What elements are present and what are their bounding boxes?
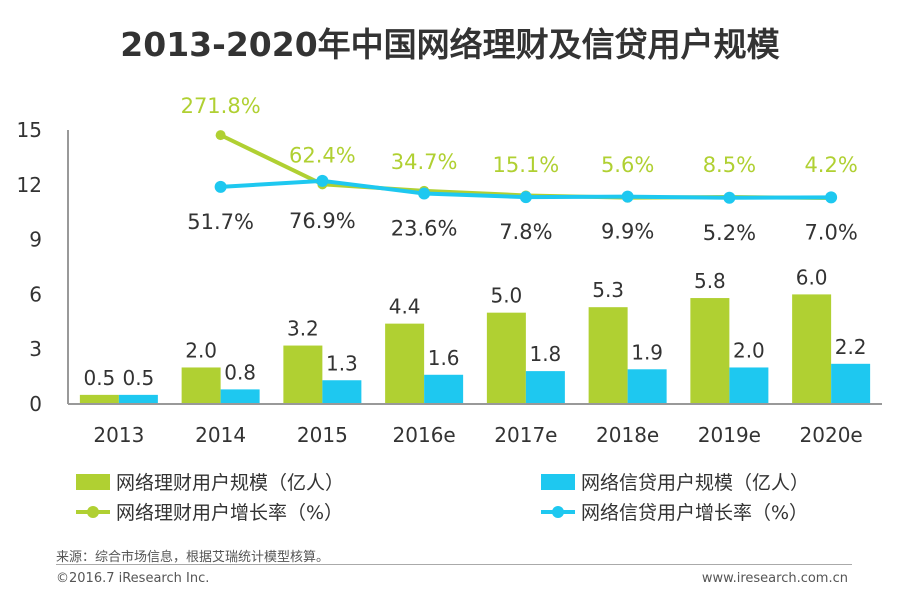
data-label-credit-growth: 51.7%	[187, 210, 254, 234]
bar-credit-users	[627, 369, 667, 404]
bar-finance-users	[486, 312, 526, 404]
data-label-credit-users: 1.3	[326, 351, 358, 375]
y-tick-label: 6	[29, 282, 42, 306]
data-label-credit-users: 1.6	[428, 346, 460, 370]
bar-credit-users	[118, 394, 158, 404]
data-label-finance-users: 5.8	[694, 269, 726, 293]
legend-swatch-green-bar	[76, 473, 110, 490]
point-credit-growth	[825, 191, 838, 204]
data-label-credit-users: 1.8	[529, 342, 561, 366]
point-credit-growth	[418, 187, 431, 200]
bar-finance-users	[181, 367, 221, 404]
data-label-finance-growth: 4.2%	[804, 153, 857, 177]
y-tick-label: 12	[17, 173, 42, 197]
bar-finance-users	[690, 298, 730, 404]
data-label-finance-users: 0.5	[83, 366, 115, 390]
bar-credit-users	[424, 374, 464, 404]
point-credit-growth	[519, 191, 532, 204]
bar-credit-users	[831, 363, 871, 404]
legend-item-finance-growth: 网络理财用户增长率（%）	[76, 498, 343, 525]
footer-divider	[56, 564, 852, 565]
point-credit-growth	[723, 191, 736, 204]
data-label-credit-users: 0.8	[224, 360, 256, 384]
data-label-credit-growth: 9.9%	[601, 220, 654, 244]
data-label-credit-users: 0.5	[122, 366, 154, 390]
data-label-finance-growth: 34.7%	[391, 150, 458, 174]
data-label-credit-users: 2.0	[733, 338, 765, 362]
x-tick-label: 2013	[93, 423, 144, 447]
point-credit-growth	[621, 190, 634, 203]
y-tick-label: 0	[29, 392, 42, 416]
data-label-finance-growth: 15.1%	[493, 153, 560, 177]
y-tick-label: 9	[29, 228, 42, 252]
data-label-finance-growth: 5.6%	[601, 153, 654, 177]
bar-credit-users	[525, 371, 565, 404]
legend-label: 网络信贷用户规模（亿人）	[581, 472, 810, 494]
x-tick-label: 2018e	[596, 423, 659, 447]
bar-finance-users	[79, 394, 119, 404]
copyright: ©2016.7 iResearch Inc.	[56, 571, 210, 586]
data-label-finance-growth: 8.5%	[703, 153, 756, 177]
legend-swatch-blue-bar	[541, 473, 575, 490]
legend-swatch-green-line	[76, 504, 110, 520]
data-label-finance-users: 2.0	[185, 338, 217, 362]
data-label-credit-users: 1.9	[631, 340, 663, 364]
data-label-credit-growth: 23.6%	[391, 216, 458, 240]
y-tick-label: 15	[17, 118, 42, 142]
data-label-credit-users: 2.2	[835, 335, 867, 359]
data-label-credit-growth: 76.9%	[289, 209, 356, 233]
legend-swatch-blue-line	[541, 504, 575, 520]
data-label-finance-users: 3.2	[287, 317, 319, 341]
legend-item-finance-users: 网络理财用户规模（亿人）	[76, 468, 344, 495]
data-label-finance-growth: 62.4%	[289, 143, 356, 167]
bar-credit-users	[322, 380, 362, 404]
x-tick-label: 2015	[297, 423, 348, 447]
bar-finance-users	[792, 294, 832, 404]
legend-label: 网络信贷用户增长率（%）	[581, 502, 809, 524]
data-label-credit-growth: 5.2%	[703, 221, 756, 245]
data-label-finance-users: 5.0	[490, 284, 522, 308]
x-tick-label: 2020e	[800, 423, 863, 447]
bar-finance-users	[283, 345, 323, 404]
y-tick-label: 3	[29, 337, 42, 361]
x-tick-label: 2017e	[494, 423, 557, 447]
bar-finance-users	[385, 323, 425, 404]
bar-credit-users	[220, 389, 260, 404]
bar-credit-users	[729, 367, 769, 404]
x-tick-label: 2019e	[698, 423, 761, 447]
legend-item-credit-growth: 网络信贷用户增长率（%）	[541, 498, 808, 525]
chart-title: 2013-2020年中国网络理财及信贷用户规模	[120, 25, 780, 64]
data-label-finance-growth: 271.8%	[181, 94, 261, 118]
bar-finance-users	[588, 307, 628, 404]
legend-item-credit-users: 网络信贷用户规模（亿人）	[541, 468, 809, 495]
x-tick-label: 2014	[195, 423, 246, 447]
point-finance-growth	[215, 130, 226, 141]
point-credit-growth	[316, 174, 329, 187]
data-label-credit-growth: 7.8%	[499, 220, 552, 244]
legend-label: 网络理财用户规模（亿人）	[116, 472, 345, 494]
point-credit-growth	[214, 180, 227, 193]
x-tick-label: 2016e	[393, 423, 456, 447]
legend-label: 网络理财用户增长率（%）	[116, 502, 344, 524]
source-note: 来源：综合市场信息，根据艾瑞统计模型核算。	[56, 550, 330, 565]
data-label-credit-growth: 7.0%	[804, 220, 857, 244]
chart-plot: 0 3 6 9 12 15 0.5 0.5 2013 2.0 0.8 2014 3.2 1.3 2015 4.…	[17, 94, 882, 447]
data-label-finance-users: 4.4	[389, 295, 421, 319]
website-link[interactable]: www.iresearch.com.cn	[701, 571, 848, 586]
data-label-finance-users: 6.0	[796, 265, 828, 289]
data-label-finance-users: 5.3	[592, 278, 624, 302]
